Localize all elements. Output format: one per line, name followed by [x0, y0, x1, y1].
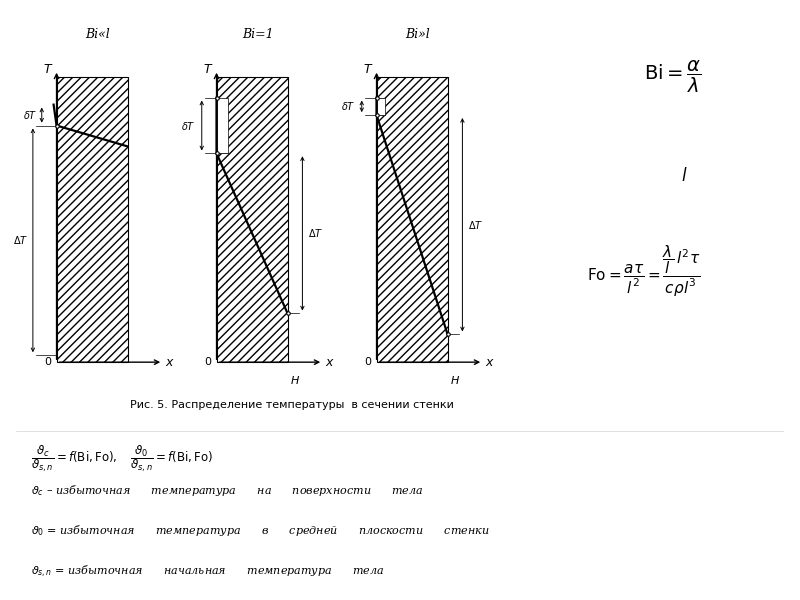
Text: $\delta T$: $\delta T$ — [341, 100, 356, 112]
Text: x: x — [486, 356, 493, 368]
Text: $\vartheta_{s,n}$ = избыточная      начальная      температура      тела: $\vartheta_{s,n}$ = избыточная начальная… — [31, 563, 385, 580]
Bar — [57, 77, 128, 362]
Text: $\vartheta_0$ = избыточная      температура      в      средней      плоскости  : $\vartheta_0$ = избыточная температура в… — [31, 523, 490, 538]
Text: 0: 0 — [364, 357, 371, 367]
Text: $\Delta T$: $\Delta T$ — [468, 218, 483, 230]
Bar — [217, 98, 229, 154]
Text: $\mathrm{Bi} = \dfrac{\alpha}{\lambda}$: $\mathrm{Bi} = \dfrac{\alpha}{\lambda}$ — [645, 59, 702, 95]
Text: $\Delta T$: $\Delta T$ — [14, 235, 29, 247]
Text: $l$: $l$ — [681, 167, 687, 185]
Text: T: T — [364, 64, 371, 76]
Text: H: H — [450, 376, 459, 386]
Text: T: T — [44, 64, 51, 76]
Text: T: T — [204, 64, 211, 76]
Bar — [377, 98, 386, 115]
Text: x: x — [166, 356, 173, 368]
Title: Bi»l: Bi»l — [406, 28, 430, 41]
Title: Bi=1: Bi=1 — [242, 28, 274, 41]
Text: $\delta T$: $\delta T$ — [181, 119, 196, 131]
Bar — [377, 77, 448, 362]
Text: $\vartheta_c$ – избыточная      температура      на      поверхности      тела: $\vartheta_c$ – избыточная температура н… — [31, 484, 424, 499]
Text: $\delta T$: $\delta T$ — [22, 109, 37, 121]
Text: 0: 0 — [204, 357, 211, 367]
Text: $\dfrac{\vartheta_c}{\vartheta_{s,n}} = f(\mathrm{Bi,Fo}),\quad\dfrac{\vartheta_: $\dfrac{\vartheta_c}{\vartheta_{s,n}} = … — [31, 443, 214, 475]
Text: H: H — [290, 376, 299, 386]
Title: Bi«l: Bi«l — [86, 28, 110, 41]
Bar — [217, 77, 288, 362]
Text: $\mathrm{Fo} = \dfrac{a\tau}{l^2} = \dfrac{\dfrac{\lambda}{l}\,l^2\tau}{c\rho l^: $\mathrm{Fo} = \dfrac{a\tau}{l^2} = \dfr… — [586, 244, 700, 299]
Text: x: x — [326, 356, 333, 368]
Text: Рис. 5. Распределение температуры  в сечении стенки: Рис. 5. Распределение температуры в сече… — [130, 400, 454, 410]
Text: 0: 0 — [44, 357, 51, 367]
Text: $\Delta T$: $\Delta T$ — [308, 227, 323, 239]
